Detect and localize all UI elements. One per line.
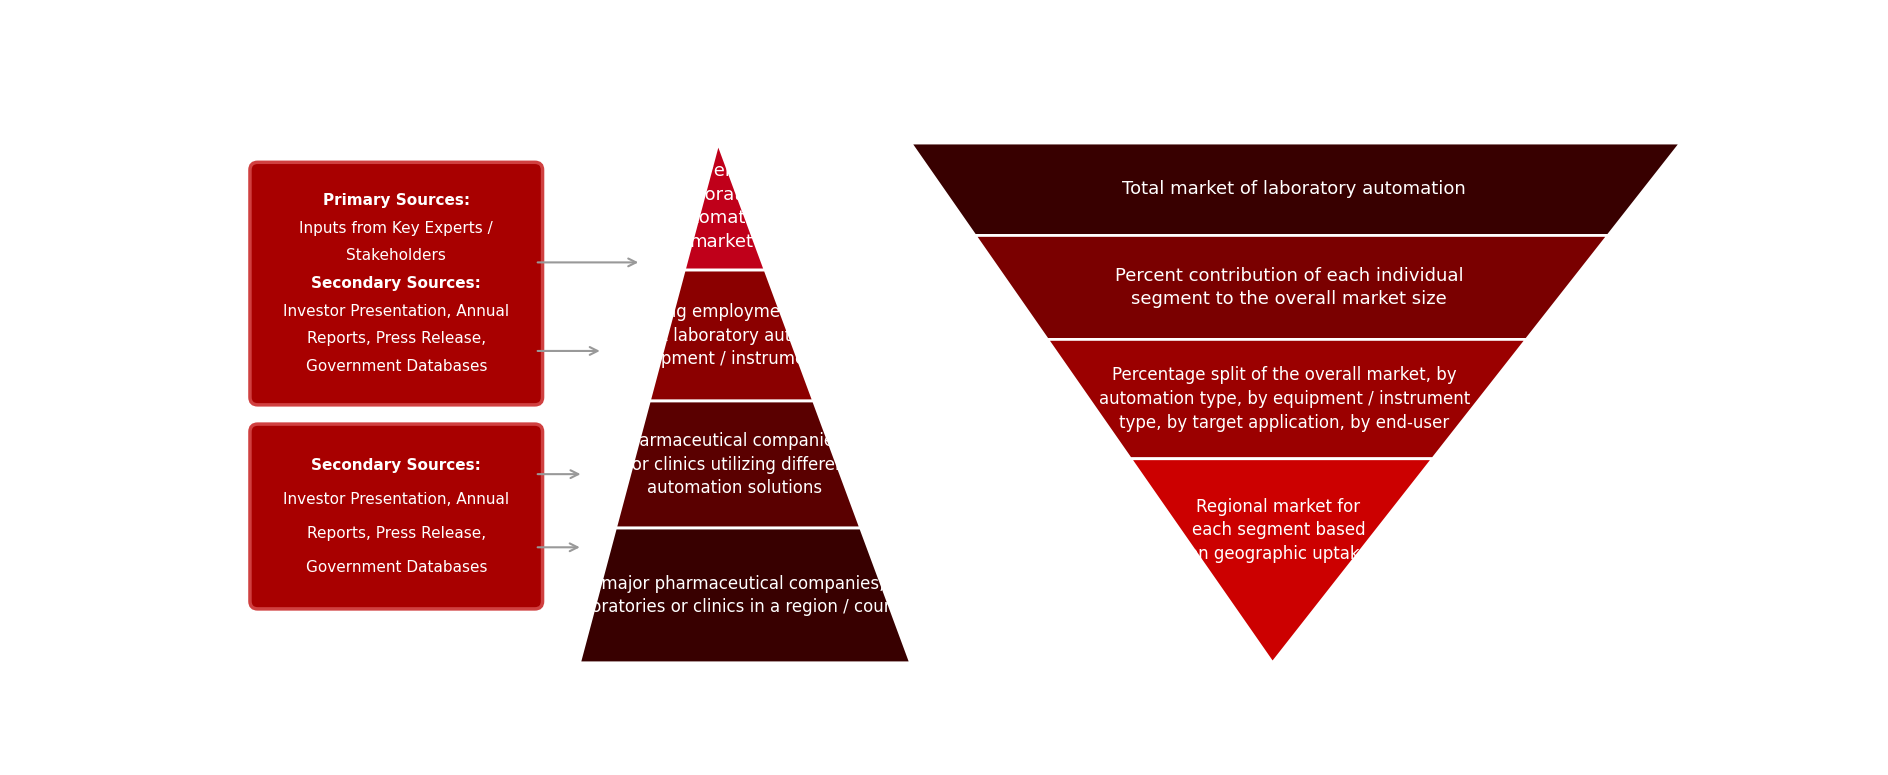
Text: Percentage split of the overall market, by
automation type, by equipment / instr: Percentage split of the overall market, … <box>1099 367 1471 432</box>
Text: Primary Sources:: Primary Sources: <box>323 193 470 208</box>
Polygon shape <box>974 236 1609 339</box>
Text: Estimating employment cost of
different laboratory automation
equipment / instru: Estimating employment cost of different … <box>597 303 859 368</box>
Text: Reports, Press Release,: Reports, Press Release, <box>306 331 485 346</box>
Text: Overall
Laboratory
Automation
market: Overall Laboratory Automation market <box>668 162 774 251</box>
Text: Investor Presentation, Annual: Investor Presentation, Annual <box>283 304 510 319</box>
Polygon shape <box>1048 339 1527 459</box>
Text: Reports, Press Release,: Reports, Press Release, <box>306 526 485 541</box>
Text: Percent contribution of each individual
segment to the overall market size: Percent contribution of each individual … <box>1116 267 1463 308</box>
Polygon shape <box>1131 459 1433 663</box>
Polygon shape <box>910 143 1680 236</box>
Text: Stakeholders: Stakeholders <box>346 249 446 264</box>
Polygon shape <box>649 270 814 401</box>
Text: Government Databases: Government Databases <box>306 560 487 575</box>
Text: Number of pharmaceutical companies , diagnostic
laboratories or clinics utilizin: Number of pharmaceutical companies , dia… <box>525 432 944 497</box>
Polygon shape <box>683 143 765 270</box>
Text: Regional market for
each segment based
on geographic uptake: Regional market for each segment based o… <box>1188 498 1369 563</box>
FancyBboxPatch shape <box>249 424 542 609</box>
Text: Total market of laboratory automation: Total market of laboratory automation <box>1121 181 1465 198</box>
Text: Investor Presentation, Annual: Investor Presentation, Annual <box>283 492 510 507</box>
Text: Secondary Sources:: Secondary Sources: <box>312 276 481 291</box>
Polygon shape <box>580 528 910 663</box>
Text: Number of major pharmaceutical companies, diagnostic
laboratories or clinics in : Number of major pharmaceutical companies… <box>508 574 974 616</box>
Polygon shape <box>615 401 861 528</box>
Text: Government Databases: Government Databases <box>306 359 487 374</box>
Text: Inputs from Key Experts /: Inputs from Key Experts / <box>300 221 493 236</box>
Text: Secondary Sources:: Secondary Sources: <box>312 458 481 474</box>
FancyBboxPatch shape <box>249 162 542 405</box>
